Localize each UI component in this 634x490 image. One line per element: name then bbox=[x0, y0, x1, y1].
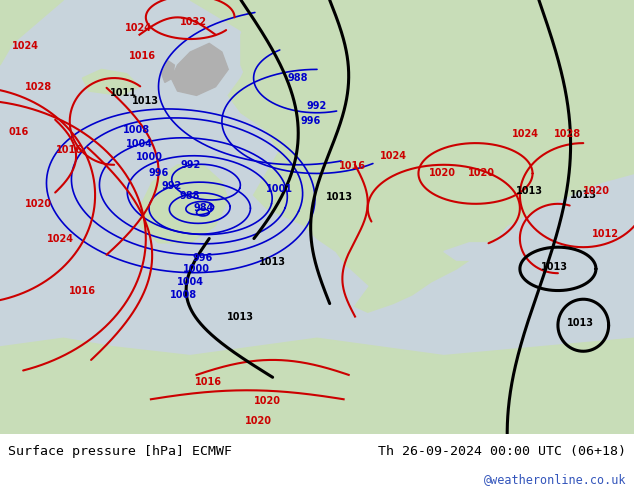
Text: 1013: 1013 bbox=[570, 190, 597, 200]
Text: 1016: 1016 bbox=[56, 145, 83, 155]
Polygon shape bbox=[190, 0, 634, 312]
Text: 1028: 1028 bbox=[554, 129, 581, 140]
Text: Surface pressure [hPa] ECMWF: Surface pressure [hPa] ECMWF bbox=[8, 445, 231, 458]
Polygon shape bbox=[0, 0, 63, 65]
Text: 996: 996 bbox=[193, 253, 213, 263]
Polygon shape bbox=[0, 338, 634, 434]
Text: 1016: 1016 bbox=[69, 286, 96, 295]
Polygon shape bbox=[241, 0, 336, 152]
Text: 1020: 1020 bbox=[245, 416, 272, 426]
Text: 1013: 1013 bbox=[541, 262, 568, 271]
Text: 1028: 1028 bbox=[25, 82, 51, 92]
Polygon shape bbox=[222, 243, 368, 321]
Text: 996: 996 bbox=[301, 117, 321, 126]
Text: 1013: 1013 bbox=[228, 313, 254, 322]
Text: 016: 016 bbox=[9, 127, 29, 137]
Polygon shape bbox=[139, 165, 228, 243]
Text: 1024: 1024 bbox=[125, 23, 152, 33]
Polygon shape bbox=[162, 61, 174, 82]
Text: 1024: 1024 bbox=[12, 41, 39, 50]
Text: 1008: 1008 bbox=[171, 290, 197, 300]
Text: 1024: 1024 bbox=[47, 234, 74, 244]
Text: 1000: 1000 bbox=[136, 152, 162, 162]
Text: 1020: 1020 bbox=[429, 169, 456, 178]
Text: 992: 992 bbox=[180, 160, 200, 170]
Polygon shape bbox=[0, 0, 634, 434]
Text: @weatheronline.co.uk: @weatheronline.co.uk bbox=[484, 473, 626, 487]
Polygon shape bbox=[279, 108, 292, 126]
Text: 1001: 1001 bbox=[266, 184, 292, 194]
Text: 1008: 1008 bbox=[123, 125, 150, 135]
Text: 1004: 1004 bbox=[177, 277, 204, 287]
Text: 1020: 1020 bbox=[25, 199, 51, 209]
Text: 1024: 1024 bbox=[512, 129, 538, 140]
Text: 996: 996 bbox=[148, 169, 169, 178]
Text: 1013: 1013 bbox=[326, 192, 353, 202]
Text: 1004: 1004 bbox=[126, 139, 153, 149]
Text: 1020: 1020 bbox=[469, 169, 495, 178]
Polygon shape bbox=[444, 243, 507, 260]
Text: 992: 992 bbox=[161, 181, 181, 192]
Text: 984: 984 bbox=[194, 203, 214, 213]
Text: 1024: 1024 bbox=[380, 151, 406, 161]
Text: 1020: 1020 bbox=[583, 186, 609, 196]
Text: 1020: 1020 bbox=[254, 396, 281, 406]
Text: 1032: 1032 bbox=[180, 17, 207, 26]
Text: 1000: 1000 bbox=[183, 264, 210, 274]
Text: Th 26-09-2024 00:00 UTC (06+18): Th 26-09-2024 00:00 UTC (06+18) bbox=[378, 445, 626, 458]
Text: 1013: 1013 bbox=[516, 186, 543, 196]
Text: 988: 988 bbox=[180, 191, 200, 201]
Text: 1016: 1016 bbox=[339, 161, 366, 171]
Text: 1011: 1011 bbox=[110, 88, 137, 98]
Text: 1013: 1013 bbox=[567, 318, 593, 328]
Text: 988: 988 bbox=[288, 73, 308, 83]
Text: 992: 992 bbox=[307, 101, 327, 111]
Polygon shape bbox=[171, 44, 228, 96]
Text: 1016: 1016 bbox=[195, 377, 221, 387]
Text: 1013: 1013 bbox=[133, 96, 159, 106]
Text: 1012: 1012 bbox=[592, 229, 619, 239]
Text: 1016: 1016 bbox=[129, 51, 155, 61]
Text: 1013: 1013 bbox=[259, 257, 286, 268]
Polygon shape bbox=[82, 70, 139, 96]
